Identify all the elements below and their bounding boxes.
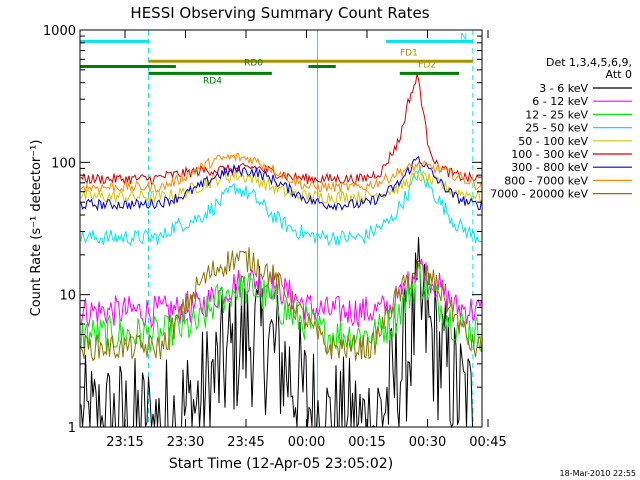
status-label-fd2: FD2 [418,60,436,70]
y-axis-label: Count Rate (s⁻¹ detector⁻¹) [29,140,44,317]
x-tick-label: 00:30 [409,435,446,450]
legend-header-line-2: Att 0 [606,68,632,81]
y-tick-label: 1 [68,421,76,436]
series-line-50-100-kev [80,169,482,205]
series-line-3-6-kev [80,236,482,429]
series-line-12-25-kev [80,263,482,354]
series-line-7000-20000-kev [80,247,482,362]
status-label-rd0: RD0 [244,58,263,68]
legend-label-6-12-kev: 6 - 12 keV [532,95,588,108]
legend-label-100-300-kev: 100 - 300 keV [511,148,588,161]
chart-title: HESSI Observing Summary Count Rates [130,4,429,22]
axes: 23:15 23:30 23:45 00:00 00:15 00:30 00:45 1 10 10… [43,24,507,450]
x-tick-label: 23:15 [106,435,143,450]
series-line-300-800-kev [80,155,482,212]
x-tick-label: 23:45 [227,435,264,450]
y-tick-label: 100 [51,156,76,171]
legend-label-50-100-kev: 50 - 100 keV [518,135,588,148]
y-tick-label: 10 [59,289,76,304]
legend-label-3-6-kev: 3 - 6 keV [539,82,588,95]
legend-header-line-1: Det 1,3,4,5,6,9, [546,56,632,69]
series-lines [80,74,482,429]
plot-frame [79,29,483,428]
x-tick-label: 00:00 [288,435,325,450]
legend-label-300-800-kev: 300 - 800 keV [511,161,588,174]
series-line-6-12-kev [80,258,482,329]
x-tick-label: 23:30 [167,435,204,450]
legend-label-800-7000-kev: 800 - 7000 keV [504,174,588,187]
series-line-800-7000-kev [80,152,482,193]
x-tick-label: 00:15 [348,435,385,450]
legend-label-7000-20000-kev: 7000 - 20000 keV [490,188,588,201]
x-axis-label: Start Time (12-Apr-05 23:05:02) [169,456,393,472]
x-tick-label: 00:45 [469,435,506,450]
footer-date: 18-Mar-2010 22:55 [560,469,637,478]
status-label-rd4: RD4 [203,76,222,86]
legend-label-12-25-kev: 12 - 25 keV [525,108,588,121]
y-tick-label: 1000 [43,24,76,39]
status-label-fd1: FD1 [400,48,418,58]
status-label-n: N [460,32,467,42]
legend-label-25-50-kev: 25 - 50 keV [525,122,588,135]
